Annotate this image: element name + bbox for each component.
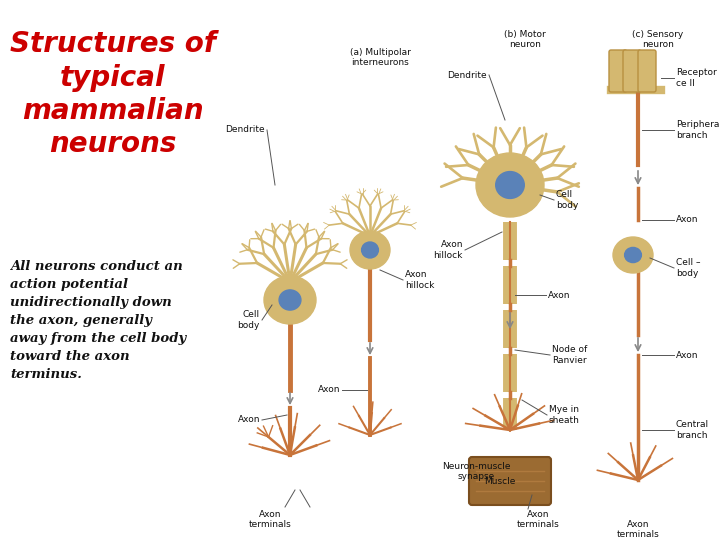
Ellipse shape — [625, 247, 642, 262]
FancyBboxPatch shape — [623, 50, 641, 92]
FancyBboxPatch shape — [609, 50, 627, 92]
Text: Cell
body: Cell body — [556, 190, 578, 210]
Ellipse shape — [350, 231, 390, 269]
Text: (c) Sensory
neuron: (c) Sensory neuron — [632, 30, 683, 49]
Text: Dendrite: Dendrite — [447, 71, 487, 79]
Text: Cell –
body: Cell – body — [676, 258, 701, 278]
Text: Neuron-muscle
synapse: Neuron-muscle synapse — [442, 462, 510, 481]
Text: Axon
terminals: Axon terminals — [248, 510, 292, 529]
Text: Axon: Axon — [676, 215, 698, 225]
FancyBboxPatch shape — [469, 457, 551, 505]
Text: All neurons conduct an
action potential
unidirectionally down
the axon, generall: All neurons conduct an action potential … — [10, 260, 186, 381]
Ellipse shape — [496, 172, 524, 198]
Ellipse shape — [264, 276, 316, 324]
Text: Node of
Ranvier: Node of Ranvier — [552, 345, 588, 364]
Ellipse shape — [476, 153, 544, 217]
Text: Muscle: Muscle — [485, 476, 516, 485]
Text: Mye in
sheath: Mye in sheath — [549, 406, 580, 424]
Text: Axon: Axon — [676, 350, 698, 360]
Text: Axon
terminals: Axon terminals — [616, 520, 660, 539]
Text: Structures of
typical
mammalian
neurons: Structures of typical mammalian neurons — [10, 30, 216, 159]
Ellipse shape — [279, 290, 301, 310]
Text: Axon
hillock: Axon hillock — [405, 271, 434, 289]
Text: Cell
body: Cell body — [238, 310, 260, 330]
Text: Axon
hillock: Axon hillock — [433, 240, 463, 260]
Ellipse shape — [613, 237, 653, 273]
Text: Central
branch: Central branch — [676, 420, 709, 440]
Text: Axon: Axon — [548, 291, 570, 300]
Text: Axon: Axon — [238, 415, 260, 424]
Ellipse shape — [361, 242, 379, 258]
Text: (a) Multipolar
interneurons: (a) Multipolar interneurons — [350, 48, 410, 68]
FancyBboxPatch shape — [638, 50, 656, 92]
Text: Dendrite: Dendrite — [225, 125, 265, 134]
Text: Axon: Axon — [318, 386, 340, 395]
Text: Receptor
ce ll: Receptor ce ll — [676, 68, 716, 87]
Text: (b) Motor
neuron: (b) Motor neuron — [504, 30, 546, 49]
Text: Axon
terminals: Axon terminals — [517, 510, 559, 529]
Text: Peripheral
branch: Peripheral branch — [676, 120, 720, 140]
